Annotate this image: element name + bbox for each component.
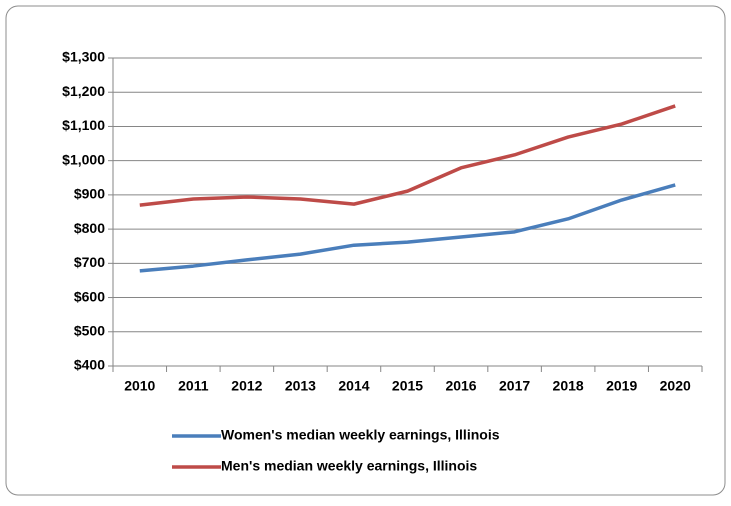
y-tick-label: $900 — [74, 186, 105, 202]
x-tick-label: 2017 — [499, 378, 530, 394]
y-tick-label: $700 — [74, 254, 105, 270]
y-tick-label: $1,300 — [62, 49, 105, 65]
x-tick-label: 2016 — [445, 378, 476, 394]
y-tick-label: $1,100 — [62, 117, 105, 133]
legend-label: Women's median weekly earnings, Illinois — [221, 427, 500, 443]
y-tick-label: $1,000 — [62, 151, 105, 167]
y-tick-label: $600 — [74, 288, 105, 304]
x-tick-label: 2012 — [231, 378, 262, 394]
y-tick-label: $800 — [74, 220, 105, 236]
x-tick-label: 2015 — [392, 378, 423, 394]
legend-label: Men's median weekly earnings, Illinois — [221, 458, 477, 474]
y-tick-label: $400 — [74, 357, 105, 373]
chart-border — [5, 5, 726, 496]
y-tick-label: $1,200 — [62, 83, 105, 99]
x-tick-label: 2020 — [660, 378, 691, 394]
x-tick-label: 2010 — [124, 378, 155, 394]
y-tick-label: $500 — [74, 322, 105, 338]
series-line — [139, 183, 676, 273]
x-tick-label: 2019 — [606, 378, 637, 394]
x-tick-label: 2011 — [178, 378, 209, 394]
x-tick-label: 2014 — [338, 378, 369, 394]
x-tick-label: 2013 — [285, 378, 316, 394]
series-line — [139, 104, 676, 207]
x-tick-label: 2018 — [553, 378, 584, 394]
